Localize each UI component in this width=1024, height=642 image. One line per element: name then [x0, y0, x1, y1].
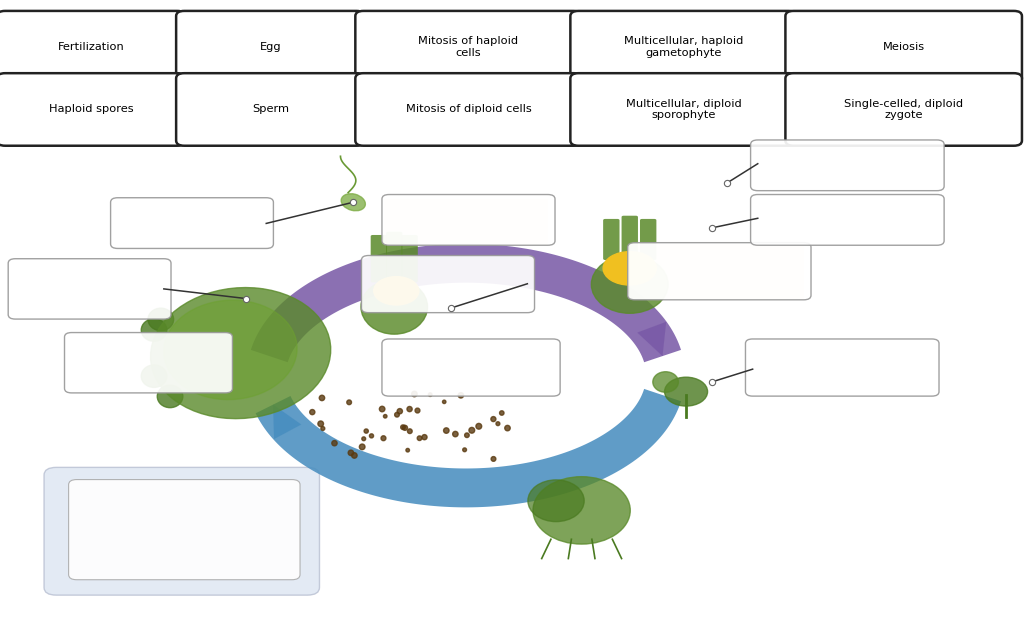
Point: [471, 421, 487, 431]
Point: [346, 450, 362, 460]
FancyBboxPatch shape: [0, 73, 185, 146]
Point: [459, 430, 475, 440]
Circle shape: [603, 252, 656, 285]
Point: [399, 445, 416, 455]
Text: Mitosis of diploid cells: Mitosis of diploid cells: [406, 105, 531, 114]
FancyBboxPatch shape: [382, 339, 560, 396]
FancyBboxPatch shape: [386, 232, 402, 282]
Point: [489, 419, 506, 429]
Point: [327, 438, 343, 448]
Ellipse shape: [361, 279, 428, 334]
FancyBboxPatch shape: [630, 244, 804, 299]
Point: [401, 404, 418, 414]
Point: [447, 429, 464, 439]
Text: Meiosis: Meiosis: [883, 42, 925, 52]
Ellipse shape: [141, 319, 167, 342]
FancyBboxPatch shape: [751, 195, 944, 245]
Point: [341, 397, 357, 408]
Point: [453, 390, 469, 401]
FancyBboxPatch shape: [355, 73, 582, 146]
Point: [312, 419, 329, 429]
Point: [438, 426, 455, 436]
FancyBboxPatch shape: [603, 219, 620, 260]
Ellipse shape: [653, 372, 678, 392]
Ellipse shape: [665, 377, 708, 406]
Point: [417, 432, 433, 442]
FancyBboxPatch shape: [382, 195, 555, 245]
FancyBboxPatch shape: [176, 73, 365, 146]
FancyBboxPatch shape: [628, 243, 811, 300]
FancyBboxPatch shape: [785, 73, 1022, 146]
Point: [457, 445, 473, 455]
FancyBboxPatch shape: [176, 11, 365, 83]
Ellipse shape: [164, 300, 297, 399]
Point: [401, 426, 418, 437]
Point: [389, 410, 406, 420]
Point: [485, 454, 502, 464]
FancyBboxPatch shape: [640, 219, 656, 260]
FancyBboxPatch shape: [69, 480, 300, 580]
Point: [343, 447, 359, 458]
Text: Fertilization: Fertilization: [57, 42, 125, 52]
Text: Haploid spores: Haploid spores: [49, 105, 133, 114]
FancyBboxPatch shape: [384, 199, 548, 245]
Text: Egg: Egg: [259, 42, 282, 52]
Point: [396, 422, 413, 433]
Ellipse shape: [592, 256, 668, 313]
FancyBboxPatch shape: [785, 11, 1022, 83]
Point: [464, 425, 480, 435]
FancyBboxPatch shape: [745, 339, 939, 396]
Point: [377, 411, 393, 421]
Point: [500, 423, 516, 433]
FancyBboxPatch shape: [751, 140, 944, 191]
Ellipse shape: [341, 194, 366, 211]
Point: [314, 423, 331, 433]
FancyBboxPatch shape: [8, 259, 171, 319]
Point: [358, 426, 375, 436]
FancyBboxPatch shape: [401, 235, 418, 282]
FancyBboxPatch shape: [570, 11, 797, 83]
FancyBboxPatch shape: [371, 235, 387, 282]
Point: [485, 414, 502, 424]
Point: [412, 433, 428, 444]
Ellipse shape: [151, 288, 331, 419]
Point: [436, 397, 453, 407]
Ellipse shape: [527, 480, 584, 521]
FancyBboxPatch shape: [622, 216, 638, 260]
Point: [410, 405, 426, 415]
FancyBboxPatch shape: [0, 11, 185, 83]
Point: [374, 404, 390, 414]
FancyBboxPatch shape: [111, 198, 273, 248]
Point: [391, 406, 408, 417]
Text: Multicellular, diploid
sporophyte: Multicellular, diploid sporophyte: [626, 99, 741, 120]
Text: Single-celled, diploid
zygote: Single-celled, diploid zygote: [844, 99, 964, 120]
Point: [304, 407, 321, 417]
FancyBboxPatch shape: [44, 467, 319, 595]
Circle shape: [374, 277, 419, 305]
Ellipse shape: [158, 385, 183, 408]
Point: [494, 408, 510, 418]
FancyBboxPatch shape: [65, 333, 232, 393]
Point: [364, 431, 380, 441]
Text: Mitosis of haploid
cells: Mitosis of haploid cells: [419, 37, 518, 58]
Text: Multicellular, haploid
gametophyte: Multicellular, haploid gametophyte: [624, 37, 743, 58]
Point: [407, 389, 423, 399]
FancyBboxPatch shape: [570, 73, 797, 146]
Point: [313, 393, 330, 403]
Point: [375, 433, 391, 444]
Text: Sperm: Sperm: [252, 105, 289, 114]
Point: [354, 442, 371, 452]
FancyBboxPatch shape: [361, 256, 535, 313]
Point: [422, 390, 438, 400]
Point: [395, 422, 412, 432]
Ellipse shape: [141, 365, 167, 387]
Point: [355, 433, 372, 444]
FancyBboxPatch shape: [355, 11, 582, 83]
Ellipse shape: [148, 308, 174, 331]
Ellipse shape: [532, 476, 630, 544]
